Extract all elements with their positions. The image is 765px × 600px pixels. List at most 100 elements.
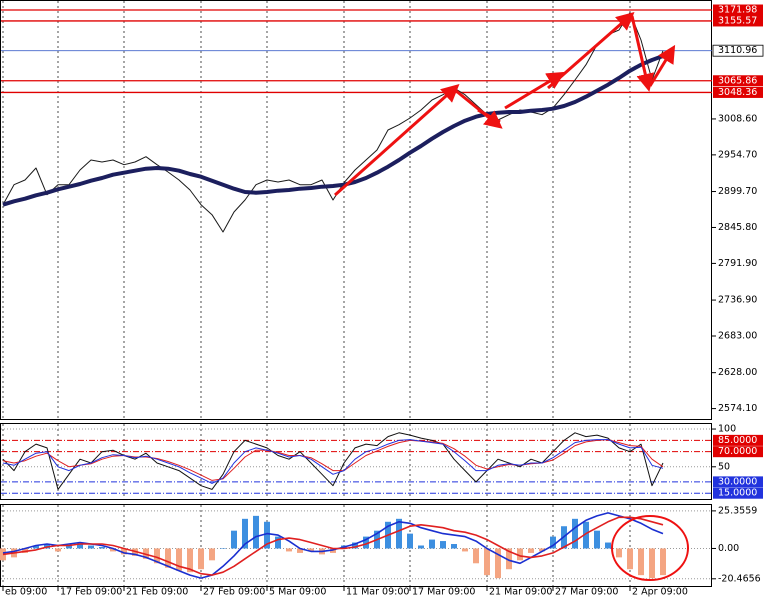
bar: [594, 530, 600, 549]
series-line: [2, 516, 664, 576]
x-tick-label: 17 Mar 09:00: [412, 587, 475, 598]
bar: [110, 548, 116, 552]
y-tick-label: 2683.00: [718, 331, 757, 342]
macd-panel: [0, 504, 712, 587]
bar: [583, 521, 589, 549]
level-label: 30.0000: [718, 476, 757, 487]
bar: [77, 544, 83, 549]
series-line: [2, 432, 664, 490]
bar: [88, 545, 94, 549]
bar: [66, 545, 72, 549]
level-box: [713, 75, 763, 87]
level-box: [713, 476, 763, 488]
level-label: 3048.36: [718, 87, 757, 98]
bar: [451, 544, 457, 549]
bar: [352, 542, 358, 549]
level-box: [713, 446, 763, 458]
bar: [418, 545, 424, 549]
level-box: [713, 487, 763, 499]
bar: [165, 548, 171, 568]
y-tick-label: 2845.80: [718, 222, 757, 233]
y-tick-label: 2899.70: [718, 186, 757, 197]
price-panel: [0, 0, 712, 420]
oscillator-panel: [0, 423, 712, 500]
y-tick-label: 2791.90: [718, 258, 757, 269]
x-tick-label: 21 Mar 09:00: [489, 587, 552, 598]
bar: [539, 548, 545, 552]
bar: [264, 521, 270, 549]
x-tick-label: 11 Mar 09:00: [346, 587, 409, 598]
y-tick-label: 0.00: [718, 543, 739, 554]
x-tick-label: 27 Feb 09:00: [203, 587, 265, 598]
series-line: [2, 512, 664, 579]
bar: [55, 548, 61, 552]
bar: [495, 548, 501, 579]
y-tick-label: 2954.70: [718, 149, 757, 160]
bar: [286, 548, 292, 552]
x-tick-label: 27 Mar 09:00: [555, 587, 618, 598]
level-label: 3171.98: [718, 5, 757, 16]
bar: [407, 533, 413, 549]
bar: [154, 548, 160, 564]
bar: [99, 546, 105, 549]
y-tick-label: 25.3559: [718, 505, 757, 516]
y-tick-label: 3008.60: [718, 113, 757, 124]
bar: [506, 548, 512, 570]
level-label: 85.0000: [718, 435, 757, 446]
bar: [297, 548, 303, 553]
arrow: [477, 108, 501, 124]
bar: [121, 548, 127, 555]
y-tick-label: 2628.00: [718, 367, 757, 378]
current-price-box: [712, 44, 764, 57]
bar: [517, 548, 523, 561]
x-tick-label: 17 Feb 09:00: [60, 587, 122, 598]
level-box: [713, 434, 763, 446]
bar: [649, 548, 655, 579]
level-label: 3155.57: [718, 15, 757, 26]
bar: [220, 548, 226, 549]
bar: [253, 515, 259, 549]
bar: [550, 536, 556, 549]
series-line: [2, 439, 664, 484]
arrow: [630, 15, 655, 92]
bar: [528, 548, 534, 553]
arrow: [547, 12, 635, 90]
level-label: 3065.86: [718, 75, 757, 86]
bar: [440, 541, 446, 549]
bar: [187, 548, 193, 573]
level-box: [713, 15, 763, 27]
level-box: [713, 86, 763, 98]
bar: [572, 518, 578, 549]
series-line: [2, 439, 664, 481]
bar: [462, 548, 468, 552]
bar: [429, 539, 435, 549]
y-tick-label: -20.4656: [718, 573, 761, 584]
x-tick-label: 5 Mar 09:00: [269, 587, 326, 598]
bar: [484, 548, 490, 576]
bar: [198, 548, 204, 570]
y-tick-label: 2736.90: [718, 295, 757, 306]
x-tick-label: eb 09:00: [5, 587, 47, 598]
arrow: [648, 44, 676, 87]
bar: [231, 530, 237, 549]
current-price-label: 3110.96: [718, 45, 757, 56]
level-label: 70.0000: [718, 446, 757, 457]
bar: [616, 548, 622, 558]
bar: [33, 545, 39, 549]
annotations: [334, 12, 689, 581]
bar: [396, 518, 402, 549]
bar: [242, 518, 248, 549]
highlight-circle: [611, 515, 689, 581]
bar: [605, 542, 611, 549]
x-tick-label: 2 Apr 09:00: [632, 587, 688, 598]
bar: [627, 548, 633, 570]
series-line: [2, 54, 664, 207]
bar: [660, 548, 666, 576]
level-box: [713, 4, 763, 16]
bar: [308, 548, 314, 552]
bar: [275, 536, 281, 549]
bar: [209, 548, 215, 561]
